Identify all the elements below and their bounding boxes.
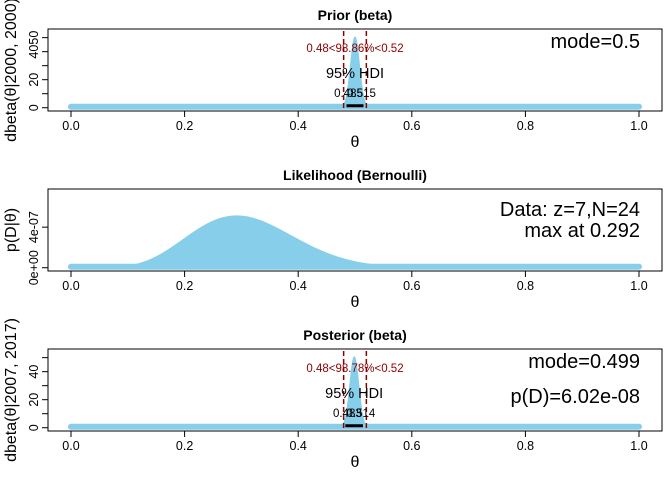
panel-2-x-tick-label: 0.8 — [517, 279, 534, 293]
panel-3-x-tick-label: 0.4 — [290, 439, 307, 453]
panel-3-y-tick-label: 0 — [27, 424, 41, 431]
panel-3-title: Posterior (beta) — [303, 327, 406, 343]
panel-2-x-tick-label: 0.2 — [176, 279, 193, 293]
panel-3-x-label: θ — [351, 454, 360, 471]
panel-1-x-tick-label: 0.2 — [176, 119, 193, 133]
panel-2-x-tick-label: 1.0 — [630, 279, 647, 293]
panel-3-x-tick-label: 0.2 — [176, 439, 193, 453]
panel-3-x-tick-label: 0.0 — [62, 439, 79, 453]
panel-3-x-tick-label: 0.8 — [517, 439, 534, 453]
panel-3-x-tick-label: 0.6 — [403, 439, 420, 453]
panel-3-y-label: dbeta(θ|2007, 2017) — [3, 318, 20, 462]
panel-3-hdi-high-label: 0.514 — [347, 408, 376, 420]
panel-1-y-tick-label: 40 — [27, 45, 41, 59]
panel-2-y-tick-label: 4e-07 — [27, 211, 41, 243]
panel-3-rope-text: 0.48<98.78%<0.52 — [306, 363, 403, 375]
panel-1-y-label: dbeta(θ|2000, 2000) — [3, 0, 20, 142]
panel-2-y-tick-label: 0e+00 — [27, 250, 41, 285]
panel-2-x-tick-label: 0.6 — [403, 279, 420, 293]
panel-2-title: Likelihood (Bernoulli) — [283, 167, 427, 183]
panel-1-x-tick-label: 0.8 — [517, 119, 534, 133]
panel-3-hdi-label: 95% HDI — [325, 386, 383, 402]
panel-1-x-tick-label: 0.0 — [62, 119, 79, 133]
panel-2-max-text: max at 0.292 — [524, 220, 640, 242]
panel-1-mode-text: mode=0.5 — [550, 31, 640, 53]
panel-1-hdi-label: 95% HDI — [326, 66, 384, 82]
panel-1-y-tick-label: 0 — [27, 104, 41, 111]
panel-2-data-text: Data: z=7,N=24 — [500, 199, 640, 221]
panel-2-x-tick-label: 0.0 — [62, 279, 79, 293]
panel-2-x-label: θ — [351, 294, 360, 311]
panel-3-y-tick-label: 40 — [27, 365, 41, 379]
panel-1-x-label: θ — [351, 134, 360, 151]
panel-2-y-label: p(D|θ) — [3, 208, 20, 252]
panel-1-x-tick-label: 1.0 — [630, 119, 647, 133]
panel-1-y-tick-label: 20 — [27, 73, 41, 87]
panel-3-hdi-low-label: 0.483 — [333, 408, 362, 420]
panel-1-x-tick-label: 0.6 — [403, 119, 420, 133]
panel-3-evidence-text: p(D)=6.02e-08 — [510, 386, 640, 408]
panel-1-hdi-high-label: 0.515 — [347, 88, 376, 100]
panel-2-x-tick-label: 0.4 — [290, 279, 307, 293]
panel-1-x-tick-label: 0.4 — [290, 119, 307, 133]
panel-3-mode-text: mode=0.499 — [528, 351, 640, 373]
panel-1-rope-text: 0.48<98.86%<0.52 — [306, 43, 403, 55]
panel-3-y-tick-label: 20 — [27, 393, 41, 407]
panel-1-y-tick-label: 50 — [27, 31, 41, 45]
panel-3-x-tick-label: 1.0 — [630, 439, 647, 453]
panel-1-title: Prior (beta) — [318, 7, 393, 23]
panel-1-hdi-low-label: 0.485 — [334, 88, 363, 100]
